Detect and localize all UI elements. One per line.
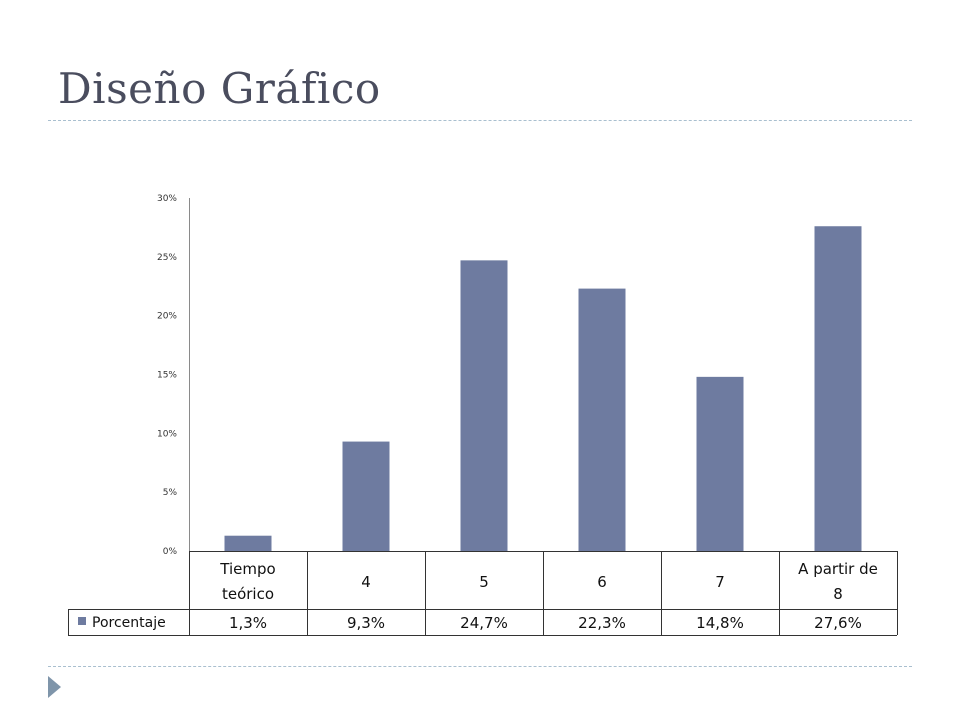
category-label: 4	[361, 573, 371, 591]
data-label: 1,3%	[229, 614, 267, 632]
y-tick-label: 25%	[157, 253, 177, 263]
category-label: 7	[715, 573, 725, 591]
footer-divider	[48, 666, 912, 667]
bar	[814, 226, 862, 552]
y-tick-label: 30%	[157, 194, 177, 204]
category-label: 6	[597, 573, 607, 591]
y-tick-label: 15%	[157, 371, 177, 381]
bar	[342, 441, 390, 551]
bar	[578, 288, 626, 551]
triangle-right-icon	[48, 676, 61, 698]
data-label: 22,3%	[578, 614, 626, 632]
category-label: A partir de	[798, 560, 878, 578]
data-label: 14,8%	[696, 614, 744, 632]
legend-entry: Porcentaje	[92, 615, 166, 631]
data-label: 27,6%	[814, 614, 862, 632]
data-label: 24,7%	[460, 614, 508, 632]
bar	[460, 260, 508, 551]
y-tick-label: 10%	[157, 429, 177, 439]
data-label: 9,3%	[347, 614, 385, 632]
y-tick-label: 5%	[163, 488, 178, 498]
category-label: 5	[479, 573, 489, 591]
slide-title: Diseño Gráfico	[58, 64, 381, 113]
bar	[224, 535, 272, 551]
y-tick-label: 0%	[163, 547, 178, 557]
legend-swatch	[78, 617, 86, 625]
category-label: Tiempo	[219, 560, 275, 578]
bar	[696, 376, 744, 551]
y-tick-label: 20%	[157, 312, 177, 322]
category-label: 8	[833, 585, 843, 603]
title-divider	[48, 120, 912, 121]
category-label: teórico	[222, 585, 274, 603]
